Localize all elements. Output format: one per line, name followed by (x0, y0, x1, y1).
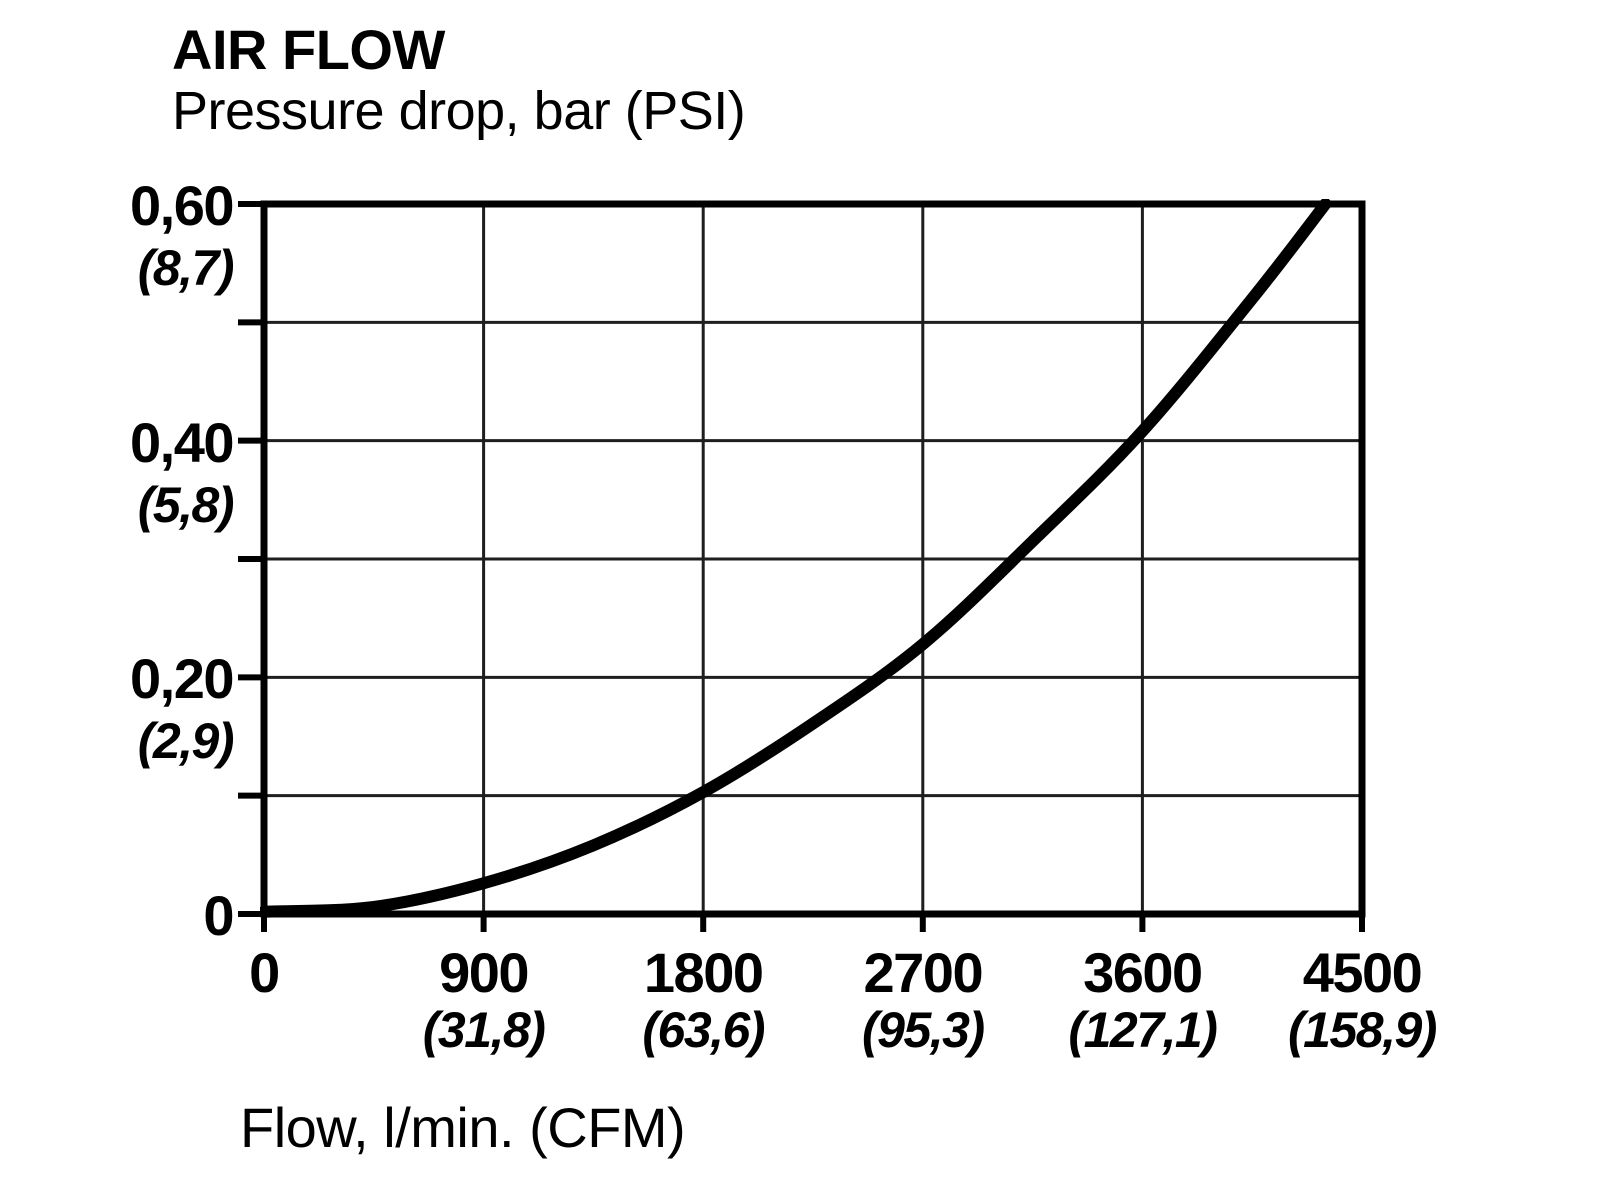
y-tick-label: 0,20 (130, 647, 235, 711)
x-tick-label: 0 (249, 941, 280, 1004)
x-tick-sub-label: (31,8) (422, 1002, 546, 1058)
x-tick-sub-label: (95,3) (861, 1002, 985, 1058)
x-axis-caption: Flow, l/min. (CFM) (240, 1096, 686, 1159)
x-tick-label: 4500 (1302, 941, 1423, 1004)
x-tick-label: 2700 (863, 941, 984, 1004)
y-tick-label: 0,60 (130, 174, 235, 237)
x-tick-label: 3600 (1083, 941, 1203, 1004)
x-tick-sub-label: (127,1) (1068, 1002, 1217, 1058)
y-tick-sub-label: (2,9) (137, 713, 235, 770)
y-tick-label: 0 (203, 884, 234, 947)
y-tick-label: 0,40 (130, 410, 235, 474)
x-tick-label: 1800 (643, 941, 764, 1004)
x-tick-sub-label: (158,9) (1288, 1002, 1437, 1058)
pressure-drop-curve (260, 199, 1332, 918)
chart-subtitle: Pressure drop, bar (PSI) (172, 81, 746, 141)
x-tick-label: 900 (439, 941, 529, 1004)
chart-title: AIR FLOW (172, 18, 445, 81)
y-tick-sub-label: (8,7) (137, 240, 235, 296)
x-tick-sub-label: (63,6) (642, 1002, 765, 1058)
y-tick-sub-label: (5,8) (137, 476, 235, 533)
